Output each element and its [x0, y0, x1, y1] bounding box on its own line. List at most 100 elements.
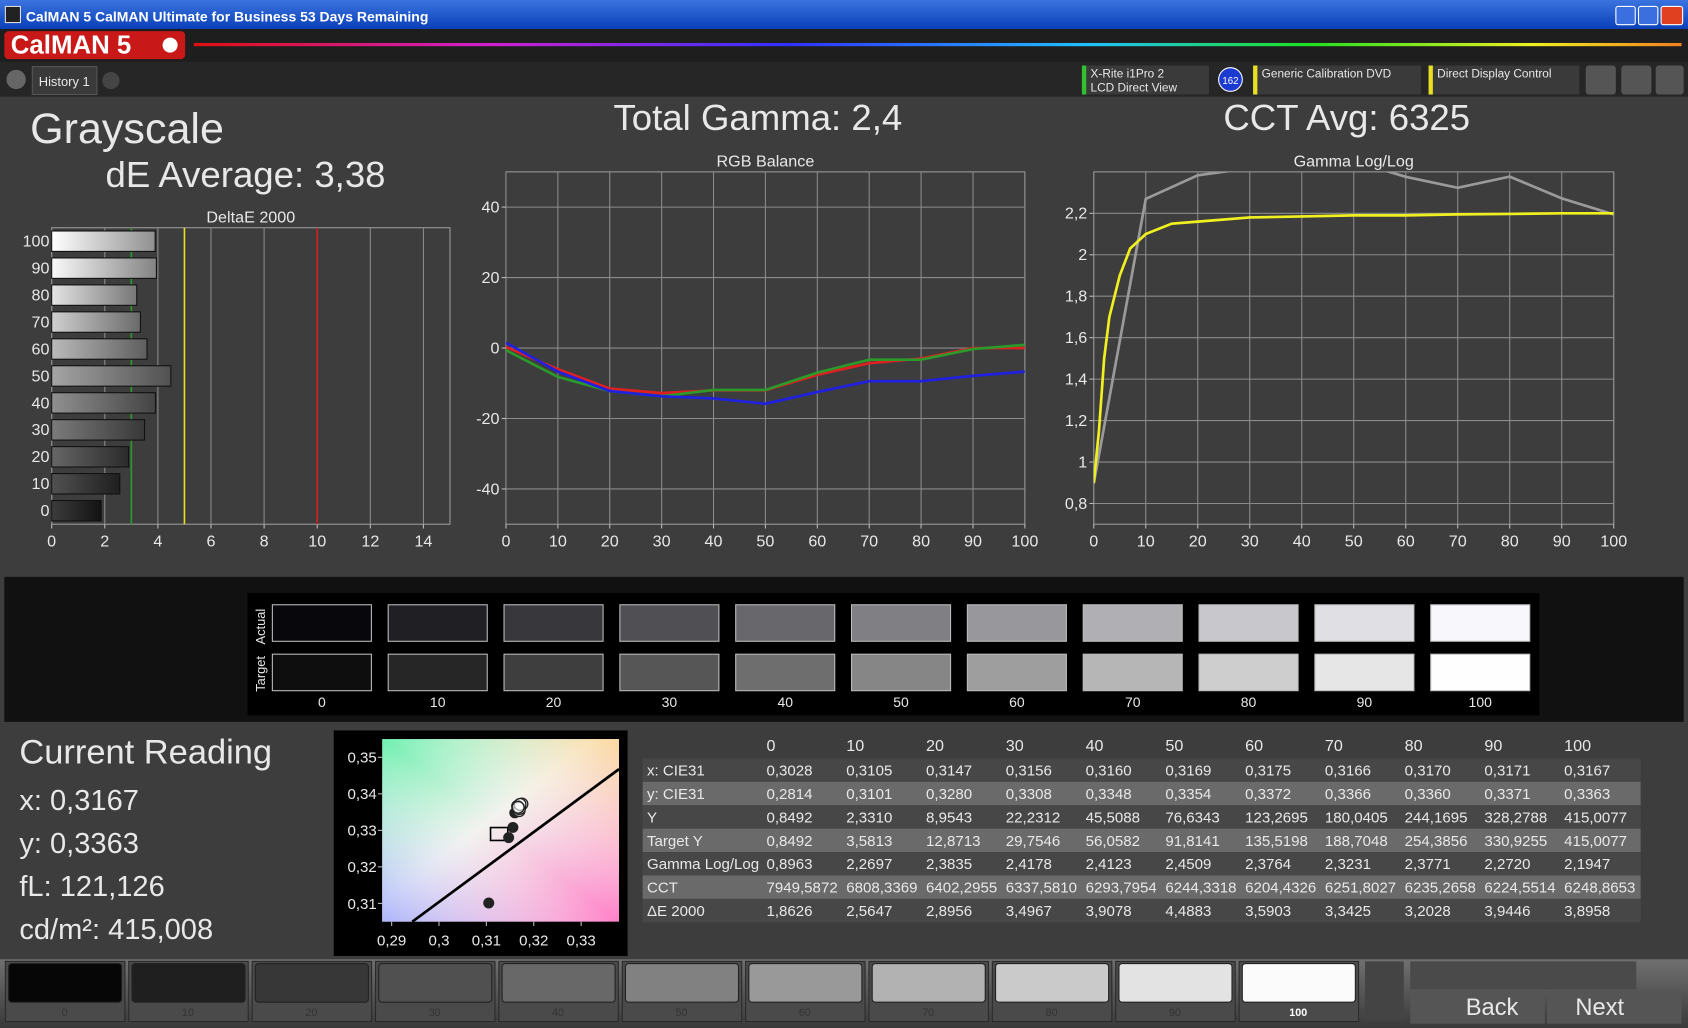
table-cell: 3,2028: [1405, 903, 1451, 920]
actual-swatch: [619, 604, 720, 642]
table-cell: 8,9543: [926, 809, 972, 826]
table-cell: 0,3147: [926, 763, 972, 780]
swatch-level: 80: [1241, 694, 1257, 710]
column-header: 50: [1165, 737, 1183, 755]
meter-name: X-Rite i1Pro 2: [1091, 66, 1165, 80]
actual-label: Actual: [253, 609, 268, 645]
x-tick-label: 80: [1501, 533, 1519, 551]
logo-text: CalMAN 5: [11, 32, 132, 60]
table-cell: 0,3156: [1006, 763, 1052, 780]
patch-label: 90: [1169, 1007, 1181, 1019]
logo-badge[interactable]: [4, 31, 186, 60]
table-cell: 0,8492: [766, 809, 812, 826]
bar: [51, 499, 102, 522]
history-tab[interactable]: [31, 66, 98, 96]
window-title: CalMAN 5 CalMAN Ultimate for Business 53…: [26, 8, 429, 24]
table-cell: 6402,2955: [926, 880, 997, 897]
table-cell: 328,2788: [1484, 809, 1547, 826]
x-tick-label: 20: [1189, 533, 1207, 551]
table-cell: 0,3366: [1325, 786, 1371, 803]
patch: [748, 963, 863, 1003]
table-row: [642, 758, 1641, 782]
table-cell: 0,3171: [1484, 763, 1530, 780]
y-tick-label: 70: [32, 313, 50, 331]
y-tick-label: 0,8: [1065, 495, 1087, 513]
table-cell: 3,5813: [846, 833, 892, 850]
table-cell: 4,4883: [1165, 903, 1211, 920]
x-tick-label: 12: [361, 533, 379, 551]
reading-x: x: 0,3167: [19, 785, 139, 817]
meter-box[interactable]: [1081, 65, 1209, 95]
x-tick-label: 0: [47, 533, 56, 551]
table-cell: 0,3169: [1165, 763, 1211, 780]
target-swatch: [1430, 653, 1531, 692]
target-swatch: [966, 653, 1067, 692]
nav-button[interactable]: [6, 69, 26, 90]
table-cell: 0,2814: [766, 786, 812, 803]
bar: [51, 257, 157, 279]
bar: [51, 419, 146, 441]
table-cell: 2,3771: [1405, 856, 1451, 873]
source-box[interactable]: [1253, 65, 1422, 95]
chart-title: Gamma Log/Log: [1294, 153, 1414, 171]
x-tick-label: 14: [414, 533, 432, 551]
x-tick-label: 0: [501, 533, 510, 551]
patch-label: 80: [1046, 1007, 1058, 1019]
patch-label: 0: [62, 1007, 68, 1019]
display-box[interactable]: [1428, 65, 1580, 95]
swatch-level: 90: [1357, 694, 1373, 710]
back-button[interactable]: [1410, 991, 1545, 1024]
patch: [8, 963, 123, 1003]
column-header: 10: [846, 737, 864, 755]
actual-swatch: [735, 604, 836, 642]
patch: [254, 963, 369, 1003]
collapse-button[interactable]: [1655, 65, 1684, 95]
meter-badge-bg[interactable]: [1218, 67, 1243, 92]
settings-button[interactable]: [1585, 65, 1616, 95]
add-tab[interactable]: [102, 71, 120, 90]
target-swatch: [619, 653, 720, 692]
table-cell: 76,6343: [1165, 809, 1219, 826]
table-cell: 0,3280: [926, 786, 972, 803]
column-header: 30: [1006, 737, 1024, 755]
x-tick-label: 0,31: [472, 932, 501, 949]
target-swatch: [1198, 653, 1299, 692]
x-tick-label: 50: [1345, 533, 1363, 551]
x-tick-label: 30: [653, 533, 671, 551]
y-tick-label: 90: [32, 260, 50, 278]
maximize-button[interactable]: [1637, 5, 1659, 26]
record-button[interactable]: [1365, 961, 1404, 1021]
table-cell: 2,3835: [926, 856, 972, 873]
table-cell: 0,3308: [1006, 786, 1052, 803]
y-tick-label: 80: [32, 286, 50, 304]
table-cell: 2,4123: [1086, 856, 1132, 873]
x-tick-label: 0: [1089, 533, 1098, 551]
swatch-level: 10: [430, 694, 446, 710]
close-button[interactable]: [1660, 5, 1684, 26]
table-cell: 2,4509: [1165, 856, 1211, 873]
x-tick-label: 100: [1011, 533, 1038, 551]
actual-swatch: [271, 604, 372, 642]
table-cell: 0,3372: [1245, 786, 1291, 803]
next-button[interactable]: [1546, 991, 1682, 1024]
actual-swatch: [387, 604, 488, 642]
target-swatch: [1314, 653, 1415, 692]
table-cell: 0,3105: [846, 763, 892, 780]
x-tick-label: 8: [260, 533, 269, 551]
swatch-level: 30: [662, 694, 678, 710]
table-cell: 0,3170: [1405, 763, 1451, 780]
series-line: [505, 343, 1025, 398]
x-tick-label: 90: [1553, 533, 1571, 551]
table-cell: 3,4967: [1006, 903, 1052, 920]
actual-swatch: [1314, 604, 1415, 642]
minimize-button[interactable]: [1615, 5, 1636, 26]
page-title: Grayscale: [30, 105, 224, 153]
planckian-locus: [411, 768, 620, 923]
table-cell: 0,3166: [1325, 763, 1371, 780]
series-line: [505, 341, 1025, 406]
logo-menu[interactable]: [162, 37, 178, 53]
series-line: [1093, 171, 1614, 484]
x-tick-label: 0,29: [377, 932, 406, 949]
table-cell: 6808,3369: [846, 880, 917, 897]
help-button[interactable]: [1621, 65, 1652, 95]
